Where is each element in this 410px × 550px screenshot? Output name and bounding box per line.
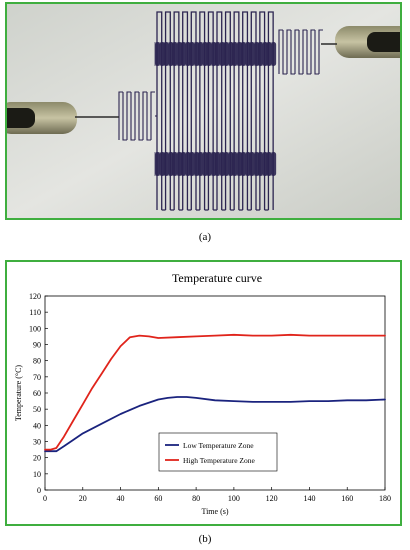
legend-box <box>158 432 278 472</box>
y-tick-label: 90 <box>33 341 41 350</box>
series-line-low-temperature <box>44 396 386 453</box>
y-tick-label: 120 <box>29 292 41 301</box>
device-photo-drawing <box>7 4 400 218</box>
y-tick-label: 110 <box>29 308 41 317</box>
y-tick-label: 30 <box>33 438 41 447</box>
y-tick-label: 50 <box>33 405 41 414</box>
caption-a: (a) <box>198 231 212 243</box>
y-tick-label: 60 <box>33 389 41 398</box>
x-tick-label: 100 <box>228 494 240 503</box>
chart-canvas: Temperature curve 0 20 40 60 80 100 120 140 160 1… <box>14 271 391 516</box>
caption-b: (b) <box>198 533 212 545</box>
series-line-high-temperature <box>44 333 386 451</box>
y-tick-label: 10 <box>33 470 41 479</box>
y-axis-title: Temperature (°C) <box>14 365 23 422</box>
x-tick-label: 80 <box>192 494 200 503</box>
y-tick-label: 70 <box>33 373 41 382</box>
axis-ticks: 0 20 40 60 80 100 120 140 160 180 0 10 20 30 40 50 60 70 8… <box>29 292 391 503</box>
x-tick-label: 40 <box>117 494 125 503</box>
legend: Low Temperature Zone High Temperature Zo… <box>158 432 278 472</box>
y-tick-label: 80 <box>33 357 41 366</box>
right-probe <box>321 26 400 58</box>
x-tick-label: 0 <box>43 494 47 503</box>
series-layer <box>44 333 386 453</box>
x-tick-label: 20 <box>79 494 87 503</box>
x-axis-title: Time (s) <box>201 507 228 516</box>
y-tick-label: 0 <box>37 486 41 495</box>
x-tick-label: 180 <box>379 494 391 503</box>
x-tick-label: 140 <box>303 494 315 503</box>
device-photo <box>5 2 402 220</box>
temperature-chart: Temperature curve 0 20 40 60 80 100 120 140 160 1… <box>5 260 402 526</box>
x-tick-label: 120 <box>266 494 278 503</box>
left-probe <box>7 102 119 134</box>
legend-label-low: Low Temperature Zone <box>183 441 254 450</box>
legend-label-high: High Temperature Zone <box>183 456 255 465</box>
y-tick-label: 40 <box>33 421 41 430</box>
y-tick-label: 20 <box>33 454 41 463</box>
y-tick-label: 100 <box>29 324 41 333</box>
x-tick-label: 60 <box>154 494 162 503</box>
serpentine-heater <box>118 11 323 211</box>
chart-title: Temperature curve <box>172 271 262 285</box>
x-tick-label: 160 <box>341 494 353 503</box>
